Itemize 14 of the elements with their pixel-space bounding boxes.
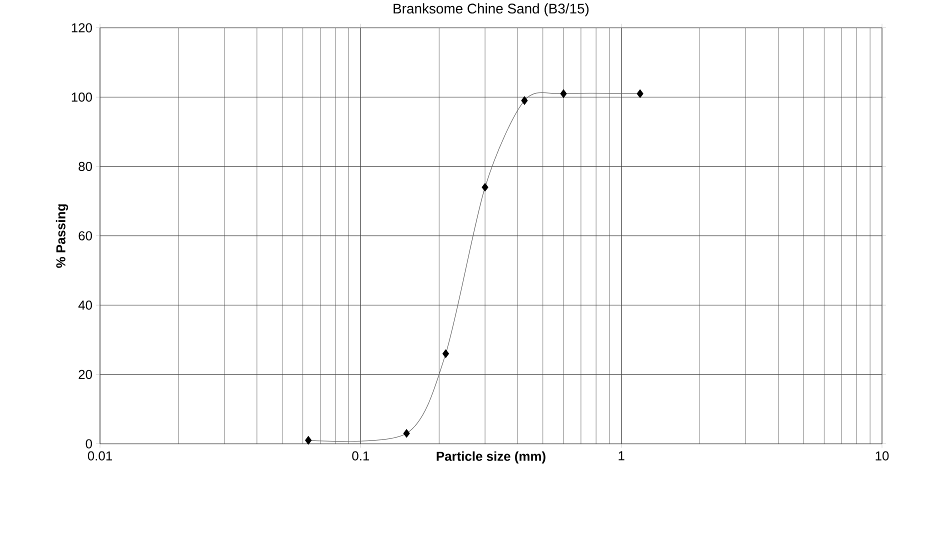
x-axis-title: Particle size (mm)	[436, 451, 546, 464]
chart-title: Branksome Chine Sand (B3/15)	[394, 3, 589, 16]
y-tick-label: 100	[72, 92, 92, 102]
y-tick-label: 80	[78, 162, 92, 172]
x-tick-label: 10	[876, 451, 889, 461]
y-tick-label: 40	[78, 300, 92, 310]
x-tick-label: 0.01	[88, 451, 112, 461]
y-tick-label: 20	[78, 370, 92, 380]
y-tick-label: 0	[86, 439, 92, 448]
y-tick-label: 120	[72, 23, 92, 32]
x-tick-label: 0.1	[352, 451, 370, 461]
y-tick-label: 60	[78, 231, 92, 240]
y-axis-title: % Passing	[56, 204, 68, 268]
x-tick-label: 1	[618, 451, 624, 460]
